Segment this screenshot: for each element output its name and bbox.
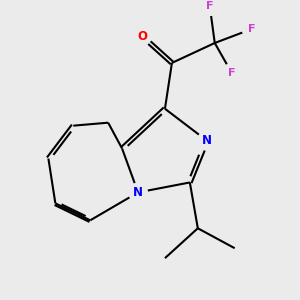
Text: N: N bbox=[202, 134, 212, 147]
Text: F: F bbox=[206, 1, 214, 11]
Text: F: F bbox=[228, 68, 236, 78]
Text: N: N bbox=[133, 186, 143, 199]
Text: F: F bbox=[248, 24, 255, 34]
Text: O: O bbox=[137, 29, 147, 43]
